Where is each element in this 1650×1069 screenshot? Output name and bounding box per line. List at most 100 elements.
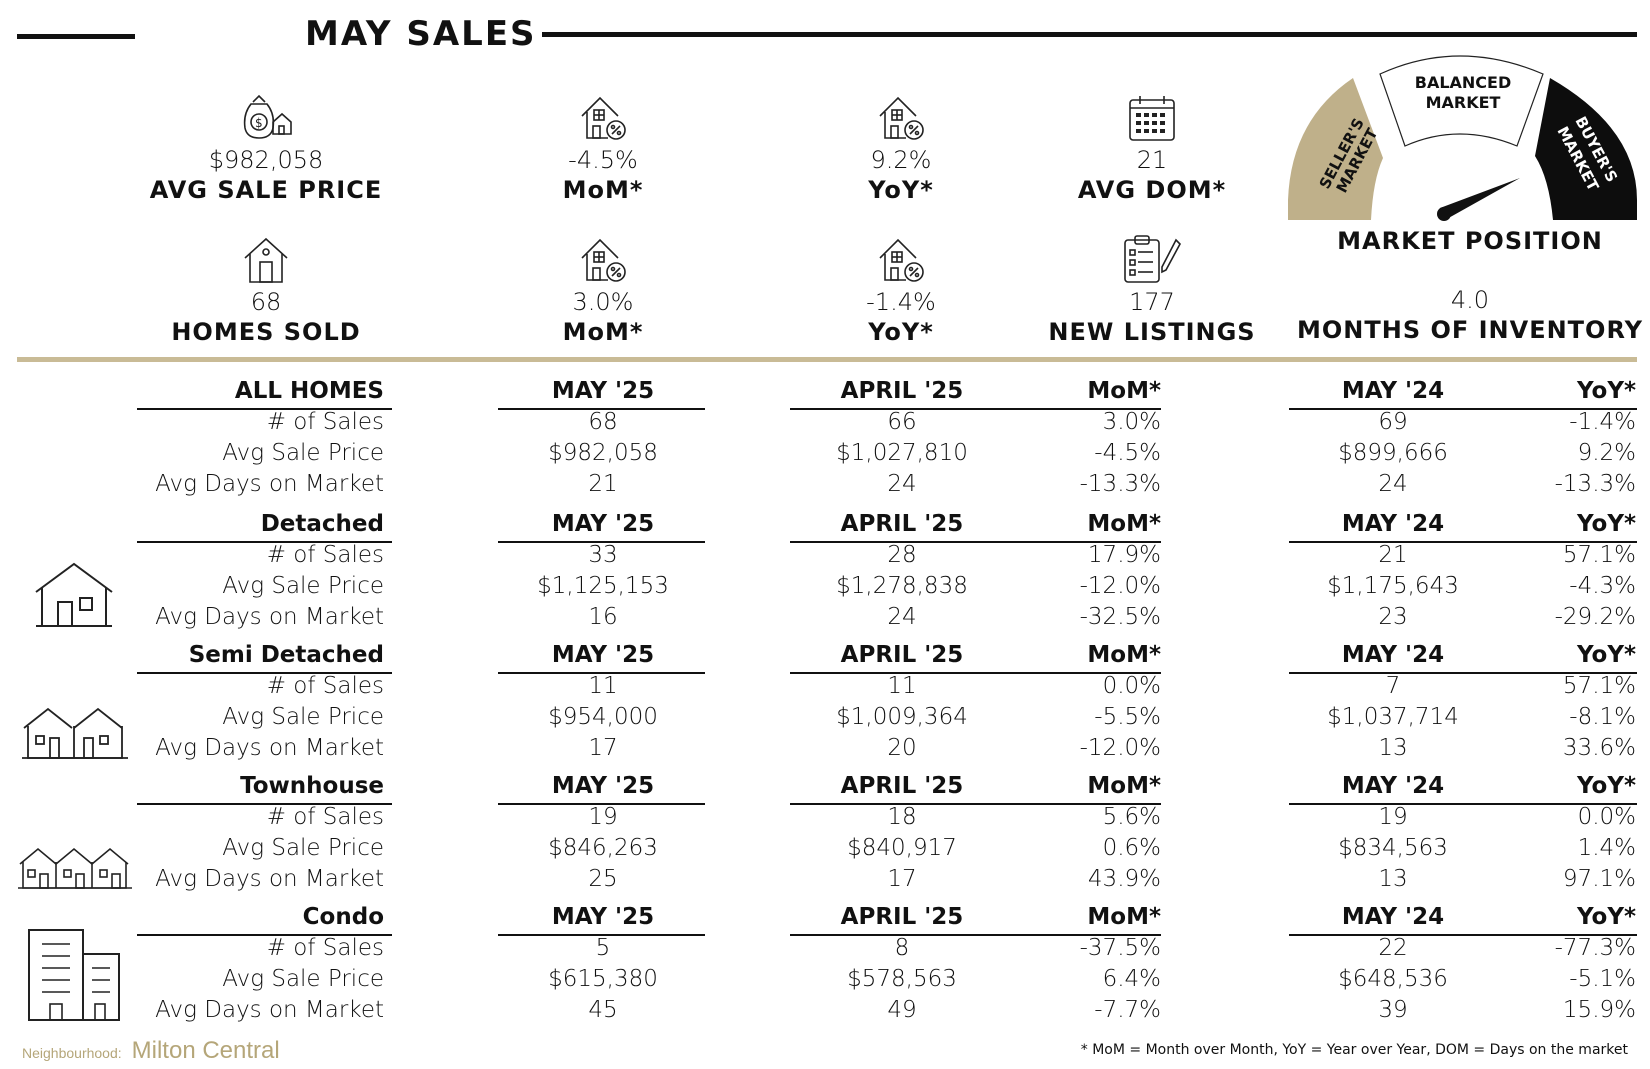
table-cell: 21 [1378, 542, 1408, 568]
stat-label: AVG DOM* [1077, 176, 1227, 204]
column-header: YoY* [1576, 904, 1636, 930]
table-cell: 18 [887, 804, 917, 830]
table-cell: 17 [588, 735, 618, 761]
column-header: APRIL '25 [840, 904, 964, 930]
header-underline [790, 541, 1161, 543]
table-cell: 57.1% [1562, 673, 1636, 699]
stat-avg-dom: 21 AVG DOM* [1012, 90, 1292, 204]
table-cell: 6.4% [1102, 966, 1161, 992]
table-cell: 0.0% [1102, 673, 1161, 699]
header-rule-right [542, 32, 1637, 37]
buyer-market-segment [1535, 78, 1637, 220]
header-underline [1289, 672, 1637, 674]
stat-label: MoM* [562, 176, 644, 204]
column-header: YoY* [1576, 773, 1636, 799]
header-underline [498, 408, 705, 410]
row-label: Avg Sale Price [222, 440, 384, 466]
stat-value: 3.0% [572, 288, 634, 316]
column-header: MAY '24 [1341, 904, 1445, 930]
stat-value: 177 [1129, 288, 1175, 316]
house-icon [126, 232, 406, 284]
table-cell: 23 [1378, 604, 1408, 630]
stat-mom-sales: 3.0% MoM* [463, 232, 743, 346]
column-header: MAY '25 [551, 378, 655, 404]
table-cell: 3.0% [1102, 409, 1161, 435]
stat-label: MONTHS OF INVENTORY [1296, 316, 1643, 344]
table-cell: 15.9% [1562, 997, 1636, 1023]
stat-value: 9.2% [870, 146, 932, 174]
stat-value: 21 [1136, 146, 1168, 174]
table-cell: 1.4% [1577, 835, 1636, 861]
column-header: MoM* [1087, 511, 1161, 537]
header-underline [137, 541, 392, 543]
column-header: MoM* [1087, 642, 1161, 668]
row-label: # of Sales [266, 673, 384, 699]
column-header: MAY '24 [1341, 378, 1445, 404]
stat-value: -1.4% [866, 288, 936, 316]
column-header: APRIL '25 [840, 773, 964, 799]
column-header: YoY* [1576, 511, 1636, 537]
header-underline [498, 803, 705, 805]
row-label: Avg Sale Price [222, 835, 384, 861]
column-header: MAY '24 [1341, 511, 1445, 537]
money-bag-house-icon: $ [126, 90, 406, 142]
table-cell: -1.4% [1569, 409, 1636, 435]
table-cell: 7 [1385, 673, 1401, 699]
header-rule-left [17, 34, 135, 39]
column-header: MAY '25 [551, 773, 655, 799]
stat-value: -4.5% [568, 146, 638, 174]
table-cell: 19 [588, 804, 618, 830]
neighbourhood-footer: Neighbourhood: Milton Central [22, 1037, 280, 1065]
stat-yoy-price: 9.2% YoY* [761, 90, 1041, 204]
table-cell: -8.1% [1569, 704, 1636, 730]
table-cell: 5 [595, 935, 611, 961]
table-cell: 5.6% [1102, 804, 1161, 830]
header-underline [498, 672, 705, 674]
column-header: YoY* [1576, 378, 1636, 404]
needle-icon [1440, 178, 1520, 220]
table-cell: 0.6% [1102, 835, 1161, 861]
stat-value: $982,058 [208, 146, 324, 174]
row-label: # of Sales [266, 804, 384, 830]
section-title: Townhouse [240, 773, 384, 799]
stat-label: NEW LISTINGS [1048, 318, 1256, 346]
table-cell: 17 [887, 866, 917, 892]
stat-label: MoM* [562, 318, 644, 346]
stat-months-inventory: 4.0 MONTHS OF INVENTORY [1290, 282, 1650, 344]
table-cell: $1,278,838 [836, 573, 968, 599]
stat-homes-sold: 68 HOMES SOLD [126, 232, 406, 346]
table-cell: 28 [887, 542, 917, 568]
stat-value: 68 [250, 288, 282, 316]
balanced-market-segment [1379, 55, 1544, 147]
clipboard-pencil-icon [1012, 232, 1292, 284]
header-underline [790, 672, 1161, 674]
column-header: MAY '25 [551, 511, 655, 537]
row-label: Avg Days on Market [155, 604, 384, 630]
table-cell: 11 [588, 673, 618, 699]
column-header: APRIL '25 [840, 511, 964, 537]
section-title: Condo [302, 904, 384, 930]
table-cell: -32.5% [1079, 604, 1161, 630]
seller-market-segment [1288, 78, 1383, 220]
header-underline [1289, 541, 1637, 543]
table-cell: 22 [1378, 935, 1408, 961]
row-label: # of Sales [266, 935, 384, 961]
table-cell: $1,037,714 [1327, 704, 1459, 730]
table-cell: -5.5% [1094, 704, 1161, 730]
row-label: Avg Days on Market [155, 866, 384, 892]
section-title: ALL HOMES [234, 378, 384, 404]
table-cell: $834,563 [1338, 835, 1448, 861]
header-underline [498, 934, 705, 936]
table-cell: 24 [887, 471, 917, 497]
section-title: Semi Detached [188, 642, 384, 668]
table-cell: $648,536 [1338, 966, 1448, 992]
header-underline [1289, 803, 1637, 805]
semi-detached-house-icon [22, 706, 128, 765]
header-underline [790, 408, 1161, 410]
table-cell: 45 [588, 997, 618, 1023]
row-label: Avg Sale Price [222, 704, 384, 730]
stat-label: AVG SALE PRICE [149, 176, 383, 204]
column-header: MAY '25 [551, 904, 655, 930]
house-percent-icon [761, 90, 1041, 142]
footnote: * MoM = Month over Month, YoY = Year ove… [1080, 1042, 1628, 1058]
